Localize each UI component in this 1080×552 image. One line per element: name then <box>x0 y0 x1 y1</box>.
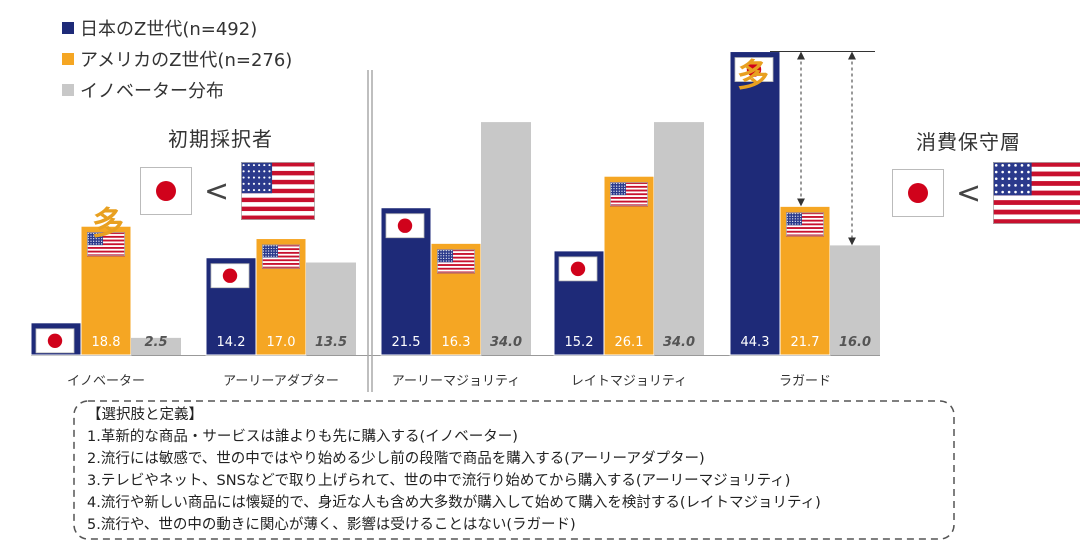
category-label: アーリーアダプター <box>223 374 339 389</box>
category-label: ラガード <box>779 374 831 389</box>
bar-japan-5 <box>729 51 781 356</box>
japan-flag-icon <box>558 256 598 282</box>
data-label: 15.2 <box>565 335 594 350</box>
usa-flag-graphic <box>241 162 316 220</box>
legend-swatch-innovator <box>62 83 74 96</box>
legend: 日本のZ世代(n=492) アメリカのZ世代(n=276) イノベーター分布 <box>62 12 292 105</box>
legend-label-japan: 日本のZ世代(n=492) <box>80 18 258 40</box>
japan-flag-icon <box>140 167 192 215</box>
definition-item-2: 2.流行には敏感で、世の中ではやり始める少し前の段階で商品を購入する(アーリーア… <box>87 451 705 467</box>
definition-item-3: 3.テレビやネット、SNSなどで取り上げられて、世の中で流行り始めてから購入する… <box>87 473 791 489</box>
data-label: 13.5 <box>315 335 347 350</box>
left-comparison: < <box>140 162 316 220</box>
less-than-sign: < <box>204 173 230 209</box>
early-adopters-group-label: 初期採択者 <box>168 127 273 151</box>
usa-flag-icon <box>610 182 648 207</box>
data-label: 21.5 <box>392 335 421 350</box>
japan-flag-icon <box>385 213 425 239</box>
data-label: 34.0 <box>490 335 522 350</box>
definitions-title: 【選択肢と定義】 <box>87 407 203 423</box>
usa-flag-icon <box>241 162 316 220</box>
data-label: 14.2 <box>217 335 246 350</box>
right-comparison: < <box>892 162 1080 224</box>
definitions-box-border <box>73 400 955 540</box>
legend-swatch-japan <box>62 21 74 34</box>
data-label: 16.3 <box>442 335 471 350</box>
data-label: 21.7 <box>791 335 820 350</box>
bar-innovator-3 <box>481 122 531 355</box>
category-label: アーリーマジョリティ <box>392 374 520 389</box>
usa-flag-icon <box>993 162 1080 224</box>
legend-swatch-usa <box>62 52 74 65</box>
category-label: レイトマジョリティ <box>571 374 687 389</box>
definitions-box: 【選択肢と定義】 1.革新的な商品・サービスは誰よりも先に購入する(イノベーター… <box>73 400 955 540</box>
usa-flag-icon <box>87 232 125 257</box>
usa-flag-icon <box>786 212 824 237</box>
usa-flag-icon <box>262 244 300 269</box>
japan-flag-icon <box>210 263 250 289</box>
legend-item-japan: 日本のZ世代(n=492) <box>62 12 292 43</box>
data-label: 44.3 <box>741 335 770 350</box>
data-label: 2.5 <box>144 335 167 350</box>
legend-label-usa: アメリカのZ世代(n=276) <box>80 49 293 71</box>
data-label: 16.0 <box>839 335 871 350</box>
data-label: 34.0 <box>663 335 695 350</box>
bar-chart: 4.718.82.5イノベーター14.217.013.5アーリーアダプター21.… <box>30 51 880 392</box>
conservative-group-label: 消費保守層 <box>916 130 1021 154</box>
many-mark-laggard: 多 <box>737 56 770 94</box>
bar-innovator-5 <box>830 245 880 355</box>
bar-innovator-1 <box>131 337 181 355</box>
japan-flag-icon <box>892 169 944 217</box>
definition-item-5: 5.流行や、世の中の動きに関心が薄く、影響は受けることはない(ラガード) <box>87 517 576 533</box>
japan-flag-icon <box>35 328 75 354</box>
bar-innovator-4 <box>654 122 704 355</box>
many-mark-innovator: 多 <box>92 204 125 242</box>
legend-item-usa: アメリカのZ世代(n=276) <box>62 43 292 74</box>
definition-item-4: 4.流行や新しい商品には懐疑的で、身近な人も含め大多数が購入して始めて購入を検討… <box>87 495 821 511</box>
data-label: 26.1 <box>615 335 644 350</box>
definition-item-1: 1.革新的な商品・サービスは誰よりも先に購入する(イノベーター) <box>87 429 518 445</box>
data-label: 17.0 <box>267 335 296 350</box>
japan-flag-icon <box>734 57 774 82</box>
category-label: イノベーター <box>67 374 145 389</box>
bar-innovator-2 <box>306 262 356 355</box>
usa-flag-icon <box>437 249 475 274</box>
data-label: 18.8 <box>92 335 121 350</box>
legend-label-innovator: イノベーター分布 <box>80 80 224 102</box>
less-than-sign: < <box>956 175 982 211</box>
usa-flag-graphic <box>993 162 1080 224</box>
legend-item-innovator: イノベーター分布 <box>62 74 292 105</box>
